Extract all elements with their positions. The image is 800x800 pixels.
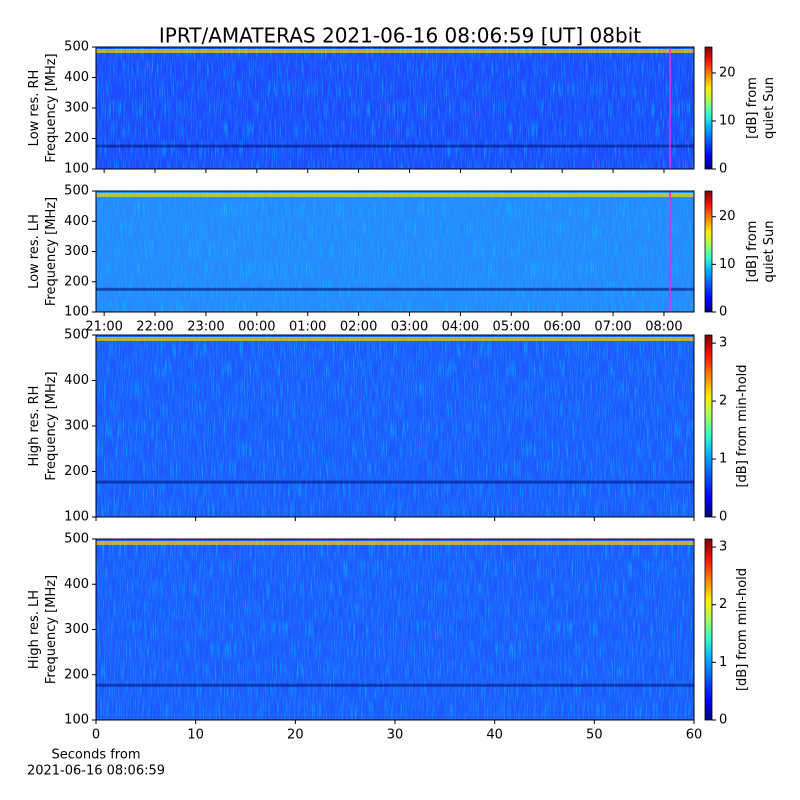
y-axis-label-line: Frequency [MHz] <box>44 575 59 684</box>
y-tick-label: 100 <box>64 713 89 728</box>
colorbar-label: [dB] from min-hold <box>735 568 750 691</box>
colorbar-tick-label: 3 <box>719 540 727 555</box>
x-tick-label: 05:00 <box>493 320 530 335</box>
y-axis-label-line: Frequency [MHz] <box>44 53 59 162</box>
spectrogram-band <box>96 541 694 545</box>
x-tick-label: 01:00 <box>289 320 326 335</box>
spectrogram-noise <box>96 47 694 169</box>
x-tick-label: 10 <box>187 728 204 743</box>
colorbar-tick-label: 20 <box>719 65 736 80</box>
y-tick-label: 400 <box>64 373 89 388</box>
colorbar-tick-label: 0 <box>719 305 727 320</box>
y-tick-label: 300 <box>64 419 89 434</box>
y-tick-label: 300 <box>64 622 89 637</box>
colorbar-label: [dB] from quiet Sun <box>745 220 777 282</box>
colorbar-label-line: quiet Sun <box>762 220 777 282</box>
chart-title: IPRT/AMATERAS 2021-06-16 08:06:59 [UT] 0… <box>159 24 641 48</box>
y-tick-label: 500 <box>64 184 89 199</box>
y-tick-label: 200 <box>64 274 89 289</box>
colorbar-tick-label: 0 <box>719 510 727 525</box>
colorbar-tick-label: 1 <box>719 452 727 467</box>
x-tick-label: 30 <box>387 728 404 743</box>
x-axis-label: 2021-06-16 08:06:59 <box>27 764 165 779</box>
colorbar <box>704 190 713 313</box>
spectrogram-band <box>96 49 694 53</box>
y-tick-label: 200 <box>64 667 89 682</box>
x-tick-label: 50 <box>586 728 603 743</box>
x-tick-label: 04:00 <box>442 320 479 335</box>
x-tick-label: 06:00 <box>543 320 580 335</box>
y-tick-label: 100 <box>64 510 89 525</box>
x-tick-label: 03:00 <box>391 320 428 335</box>
y-tick-label: 200 <box>64 464 89 479</box>
colorbar-label-line: [dB] from min-hold <box>735 364 750 487</box>
y-tick-label: 500 <box>64 328 89 343</box>
x-tick-label: 21:00 <box>85 320 122 335</box>
y-tick-label: 300 <box>64 244 89 259</box>
x-tick-label: 20 <box>287 728 304 743</box>
x-tick-label: 60 <box>686 728 703 743</box>
colorbar <box>704 46 713 170</box>
y-tick-label: 100 <box>64 305 89 320</box>
y-axis-label: High res. LH Frequency [MHz] <box>27 575 59 684</box>
x-tick-label: 40 <box>486 728 503 743</box>
x-tick-label: 02:00 <box>340 320 377 335</box>
y-axis-label-line: High res. RH <box>27 386 42 467</box>
colorbar-tick-label: 2 <box>719 394 727 409</box>
y-axis-label: Low res. LH Frequency [MHz] <box>27 197 59 306</box>
colorbar-label-line: [dB] from <box>745 221 760 283</box>
x-tick-label: 07:00 <box>594 320 631 335</box>
spectrogram-band <box>96 193 694 197</box>
y-tick-label: 400 <box>64 214 89 229</box>
y-tick-label: 300 <box>64 101 89 116</box>
y-axis-label: Low res. RH Frequency [MHz] <box>27 53 59 162</box>
y-axis-label-line: Frequency [MHz] <box>44 371 59 480</box>
y-axis-label-line: Low res. LH <box>27 214 42 289</box>
colorbar-tick-label: 10 <box>719 113 736 128</box>
y-tick-label: 500 <box>64 532 89 547</box>
colorbar <box>704 334 713 518</box>
y-tick-label: 400 <box>64 577 89 592</box>
spectrogram-band <box>96 287 694 291</box>
colorbar <box>704 538 713 721</box>
colorbar-tick-label: 0 <box>719 162 727 177</box>
x-tick-label: 08:00 <box>645 320 682 335</box>
y-axis-label-line: Frequency [MHz] <box>44 197 59 306</box>
spectrogram-noise <box>96 191 694 312</box>
colorbar-tick-label: 20 <box>719 209 736 224</box>
colorbar-label: [dB] from quiet Sun <box>745 77 777 139</box>
colorbar-label-line: quiet Sun <box>762 77 777 139</box>
spectrogram-noise <box>96 335 694 517</box>
y-tick-label: 400 <box>64 70 89 85</box>
colorbar-label-line: [dB] from min-hold <box>735 568 750 691</box>
y-axis-label-line: Low res. RH <box>27 70 42 147</box>
x-tick-label: 0 <box>92 728 100 743</box>
x-axis-label: Seconds from <box>51 748 140 763</box>
colorbar-tick-label: 0 <box>719 713 727 728</box>
spectrogram-noise <box>96 539 694 720</box>
y-axis-label-line: High res. LH <box>27 590 42 669</box>
colorbar-tick-label: 2 <box>719 597 727 612</box>
spectrogram-band <box>96 683 694 687</box>
x-tick-label: 23:00 <box>187 320 224 335</box>
y-tick-label: 200 <box>64 131 89 146</box>
spectrogram-band <box>96 337 694 341</box>
colorbar-tick-label: 3 <box>719 336 727 351</box>
x-tick-label: 22:00 <box>136 320 173 335</box>
spectrogram-band <box>96 480 694 484</box>
x-tick-label: 00:00 <box>238 320 275 335</box>
spectrogram-band <box>96 144 694 148</box>
y-tick-label: 100 <box>64 162 89 177</box>
y-axis-label: High res. RH Frequency [MHz] <box>27 371 59 480</box>
colorbar-label: [dB] from min-hold <box>735 364 750 487</box>
colorbar-label-line: [dB] from <box>745 77 760 139</box>
colorbar-tick-label: 1 <box>719 655 727 670</box>
colorbar-tick-label: 10 <box>719 257 736 272</box>
y-tick-label: 500 <box>64 40 89 55</box>
